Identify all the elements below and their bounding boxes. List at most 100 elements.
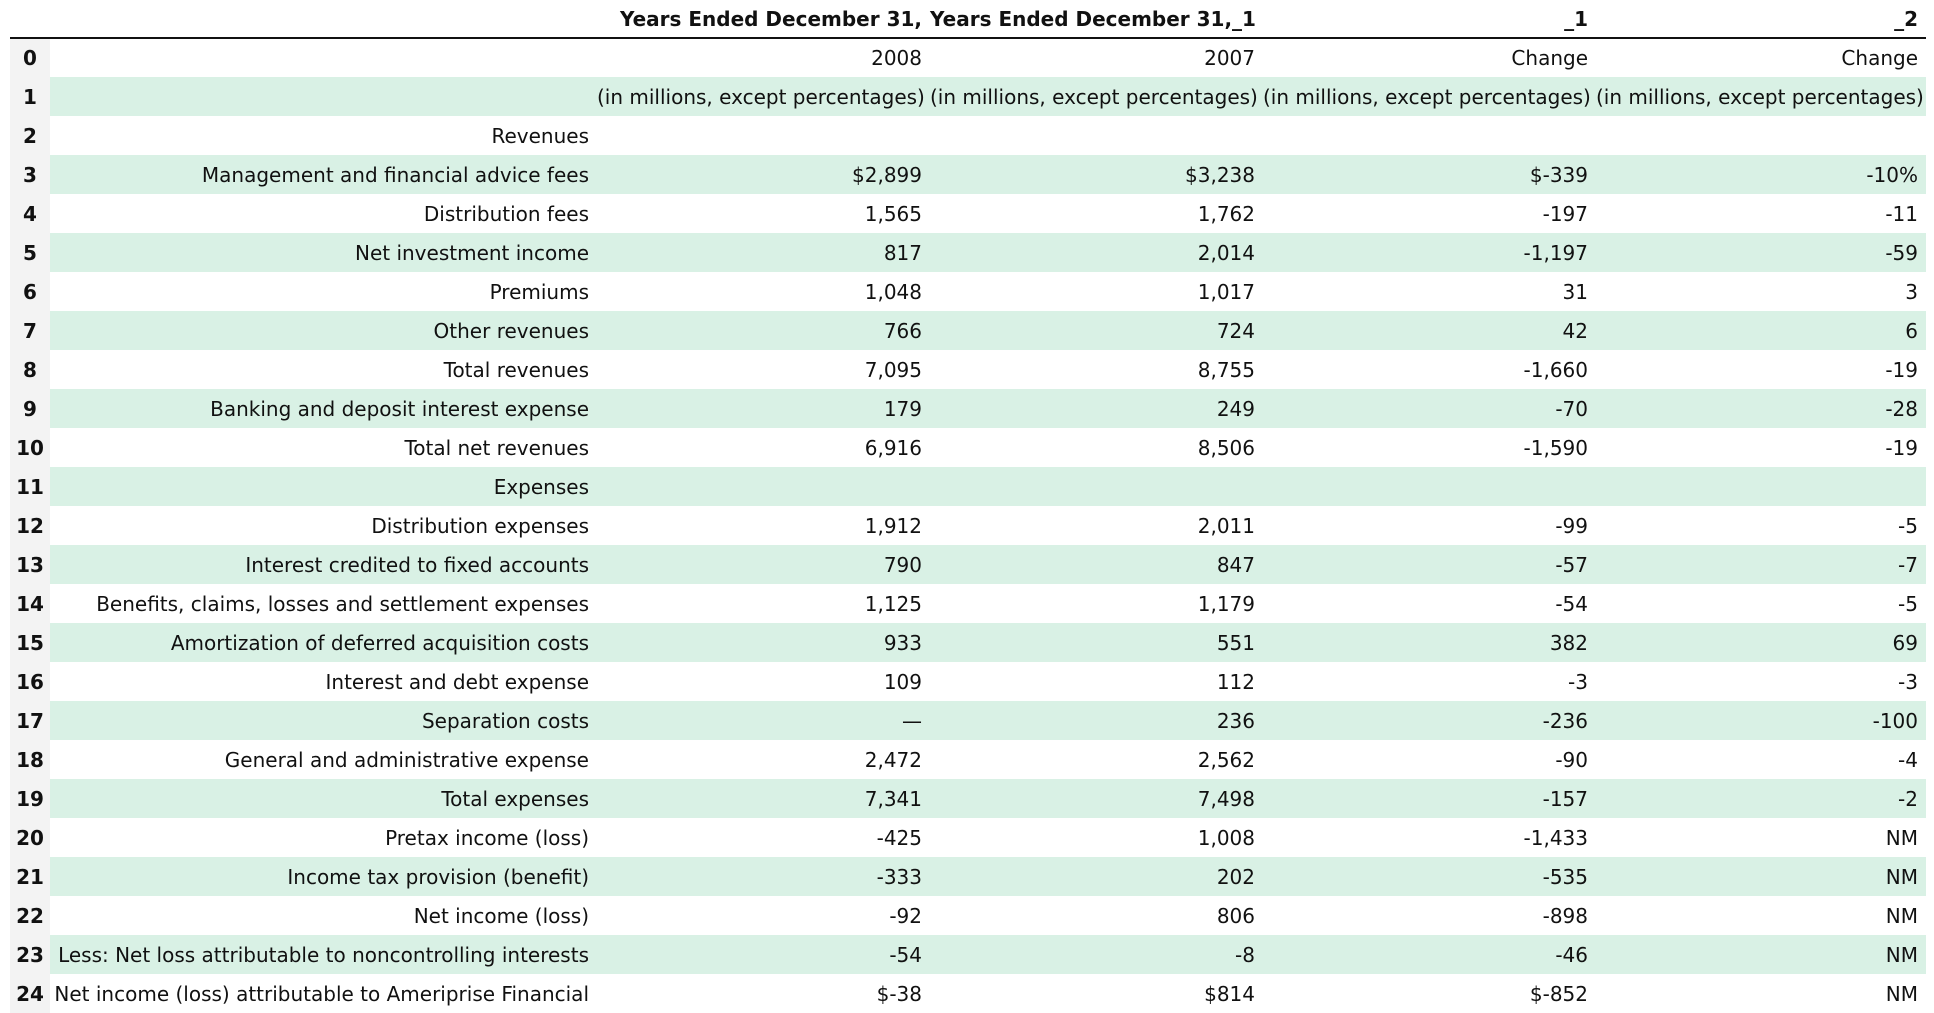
row-index-cell: 10	[10, 428, 50, 467]
value-2008-cell: 766	[597, 311, 930, 350]
row-label-cell	[50, 38, 597, 77]
value-2007-cell: 1,008	[930, 818, 1263, 857]
row-label-cell: Other revenues	[50, 311, 597, 350]
table-row: 24 Net income (loss) attributable to Amer…	[10, 974, 1926, 1013]
value-2008-cell: 109	[597, 662, 930, 701]
change-amount-cell: -898	[1263, 896, 1596, 935]
value-2008-cell: 1,565	[597, 194, 930, 233]
change-amount-cell: -1,433	[1263, 818, 1596, 857]
table-row: 15 Amortization of deferred acquisition c…	[10, 623, 1926, 662]
row-label-cell: Net investment income	[50, 233, 597, 272]
row-index-cell: 11	[10, 467, 50, 506]
value-2008-cell: 1,048	[597, 272, 930, 311]
value-2007-cell: 2,011	[930, 506, 1263, 545]
header-index-cell	[10, 0, 50, 39]
change-amount-cell: (in millions, except percentages)	[1263, 77, 1596, 116]
value-2008-cell: 1,912	[597, 506, 930, 545]
row-label-cell: Premiums	[50, 272, 597, 311]
value-2008-cell: 7,095	[597, 350, 930, 389]
value-2008-cell: $-38	[597, 974, 930, 1013]
value-2008-cell: 2008	[597, 38, 930, 77]
table-row: 6 Premiums 1,048 1,017 31 3	[10, 272, 1926, 311]
row-label-cell: Total expenses	[50, 779, 597, 818]
value-2007-cell: 202	[930, 857, 1263, 896]
row-label-cell: Total revenues	[50, 350, 597, 389]
value-2007-cell: 8,755	[930, 350, 1263, 389]
value-2008-cell	[597, 467, 930, 506]
change-percent-cell: -10%	[1596, 155, 1926, 194]
table-body: 0 2008 2007 Change Change 1 (in millions, exce…	[10, 38, 1926, 1013]
row-index-cell: 21	[10, 857, 50, 896]
value-2008-cell: 6,916	[597, 428, 930, 467]
value-2008-cell: 817	[597, 233, 930, 272]
table-row: 12 Distribution expenses 1,912 2,011 -99 -5	[10, 506, 1926, 545]
value-2007-cell	[930, 116, 1263, 155]
row-label-cell: Distribution expenses	[50, 506, 597, 545]
change-percent-cell: -3	[1596, 662, 1926, 701]
change-amount-cell: -90	[1263, 740, 1596, 779]
value-2007-cell: 551	[930, 623, 1263, 662]
value-2008-cell: 790	[597, 545, 930, 584]
change-amount-cell: -157	[1263, 779, 1596, 818]
value-2008-cell: 933	[597, 623, 930, 662]
change-amount-cell	[1263, 467, 1596, 506]
row-label-cell: Distribution fees	[50, 194, 597, 233]
change-amount-cell: $-852	[1263, 974, 1596, 1013]
row-label-cell: Income tax provision (benefit)	[50, 857, 597, 896]
row-index-cell: 20	[10, 818, 50, 857]
row-label-cell: Interest credited to fixed accounts	[50, 545, 597, 584]
table-row: 17 Separation costs —236 -236 -100	[10, 701, 1926, 740]
change-percent-cell: NM	[1596, 857, 1926, 896]
value-2008-cell: 1,125	[597, 584, 930, 623]
change-amount-cell: -57	[1263, 545, 1596, 584]
value-2007-cell: 249	[930, 389, 1263, 428]
row-label-cell	[50, 77, 597, 116]
table-header: Years Ended December 31, Years Ended Dec…	[10, 0, 1926, 39]
row-label-cell: Interest and debt expense	[50, 662, 597, 701]
row-label-cell: Net income (loss) attributable to Amerip…	[50, 974, 597, 1013]
row-label-cell: General and administrative expense	[50, 740, 597, 779]
value-2007-cell: $3,238	[930, 155, 1263, 194]
change-percent-cell: NM	[1596, 896, 1926, 935]
row-label-cell: Management and financial advice fees	[50, 155, 597, 194]
row-index-cell: 8	[10, 350, 50, 389]
table-row: 5 Net investment income 817 2,014 -1,197 -59	[10, 233, 1926, 272]
financial-table-container: Years Ended December 31, Years Ended Dec…	[10, 0, 1926, 1013]
header-label-cell	[50, 0, 597, 39]
financial-table: Years Ended December 31, Years Ended Dec…	[10, 0, 1926, 1013]
change-amount-cell: 31	[1263, 272, 1596, 311]
change-percent-cell: -7	[1596, 545, 1926, 584]
change-percent-cell: -5	[1596, 584, 1926, 623]
table-row: 16 Interest and debt expense 109 112 -3 -3	[10, 662, 1926, 701]
change-percent-cell: -28	[1596, 389, 1926, 428]
value-2008-cell: —	[597, 701, 930, 740]
change-amount-cell: -1,197	[1263, 233, 1596, 272]
change-amount-cell: $-339	[1263, 155, 1596, 194]
row-index-cell: 3	[10, 155, 50, 194]
change-percent-cell: 3	[1596, 272, 1926, 311]
change-percent-cell: NM	[1596, 818, 1926, 857]
change-amount-cell: -197	[1263, 194, 1596, 233]
value-2008-cell: 2,472	[597, 740, 930, 779]
table-row: 14 Benefits, claims, losses and settlemen…	[10, 584, 1926, 623]
value-2008-cell: -333	[597, 857, 930, 896]
row-index-cell: 0	[10, 38, 50, 77]
row-label-cell: Total net revenues	[50, 428, 597, 467]
value-2007-cell: 8,506	[930, 428, 1263, 467]
row-index-cell: 17	[10, 701, 50, 740]
table-row: 3 Management and financial advice fees $2,…	[10, 155, 1926, 194]
row-label-cell: Revenues	[50, 116, 597, 155]
value-2007-cell: 2,562	[930, 740, 1263, 779]
table-row: 19 Total expenses 7,341 7,498 -157 -2	[10, 779, 1926, 818]
table-row: 2 Revenues	[10, 116, 1926, 155]
change-amount-cell: -99	[1263, 506, 1596, 545]
header-years-2008: Years Ended December 31,	[597, 0, 930, 39]
value-2007-cell: 1,762	[930, 194, 1263, 233]
row-label-cell: Benefits, claims, losses and settlement …	[50, 584, 597, 623]
row-index-cell: 22	[10, 896, 50, 935]
value-2007-cell: 1,179	[930, 584, 1263, 623]
table-row: 7 Other revenues 766 724 42 6	[10, 311, 1926, 350]
row-index-cell: 12	[10, 506, 50, 545]
table-row: 1 (in millions, except percentages) (in mi…	[10, 77, 1926, 116]
change-amount-cell: 42	[1263, 311, 1596, 350]
